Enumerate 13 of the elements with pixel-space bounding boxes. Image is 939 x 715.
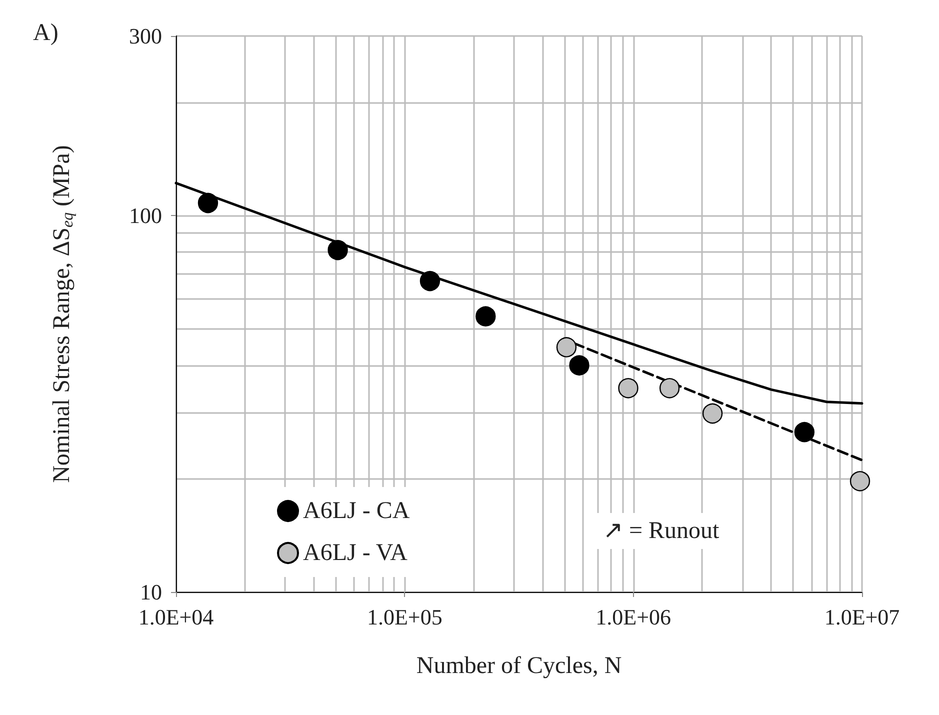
x-axis-title: Number of Cycles, N	[416, 653, 622, 679]
y-tick-label: 100	[129, 203, 162, 228]
y-axis-title: Nominal Stress Range, ΔSeq (MPa)	[49, 145, 76, 483]
x-tick-label: 1.0E+06	[596, 604, 672, 630]
legend-label: A6LJ - CA	[303, 498, 410, 524]
x-tick-label: 1.0E+07	[824, 604, 900, 630]
y-tick-label: 300	[129, 24, 162, 48]
legend-label: A6LJ - VA	[303, 540, 408, 566]
x-tick-label: 1.0E+04	[138, 604, 214, 630]
annotation: ↗ = Runout	[603, 518, 720, 544]
chart-title: A)	[33, 20, 58, 46]
y-tick-label: 10	[140, 580, 162, 604]
x-tick-label: 1.0E+05	[366, 604, 442, 630]
